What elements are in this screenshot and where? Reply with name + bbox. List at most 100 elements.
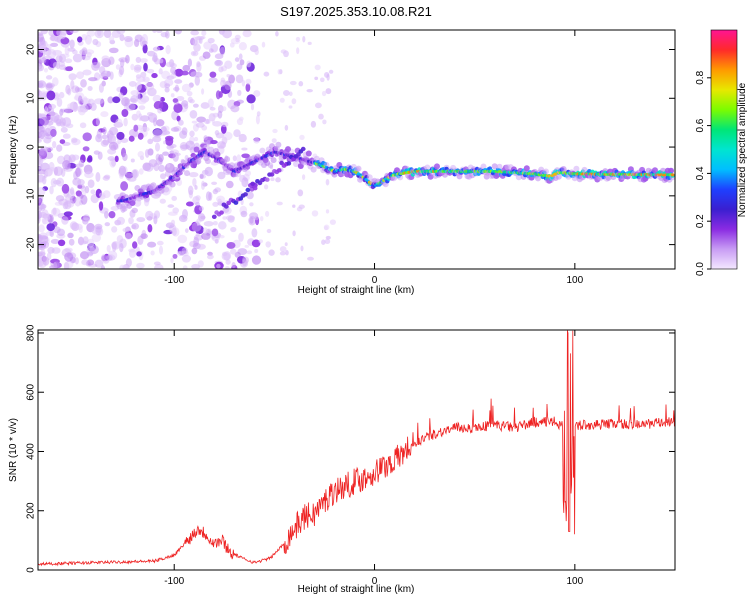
spectrogram-cell bbox=[147, 241, 157, 248]
spectrogram-cell bbox=[217, 171, 226, 180]
spectrogram-cell bbox=[573, 165, 580, 172]
spectrogram-cell bbox=[71, 103, 79, 112]
spectrogram-cell bbox=[123, 117, 128, 127]
spectrogram-cell bbox=[314, 64, 321, 71]
spectrogram-cell bbox=[284, 124, 289, 131]
snr-xlabel: Height of straight line (km) bbox=[298, 584, 415, 595]
spectrogram-cell bbox=[174, 30, 183, 35]
spectrogram-cell bbox=[291, 98, 297, 105]
spectrogram-cell bbox=[214, 130, 220, 136]
spectrogram-cell bbox=[189, 110, 198, 119]
spectrogram-cell bbox=[279, 149, 284, 154]
spectrogram-cell bbox=[148, 159, 158, 168]
spectrogram-cell bbox=[136, 251, 142, 257]
spectrogram-cell bbox=[38, 80, 44, 88]
spectrogram-cell bbox=[201, 88, 205, 95]
spectrogram-cell bbox=[270, 157, 277, 164]
spectrogram-cell bbox=[39, 90, 48, 97]
spectrogram-cell bbox=[121, 108, 129, 118]
spectrogram-cell bbox=[323, 162, 330, 168]
spectrogram-cell bbox=[82, 236, 89, 244]
spectrogram-cell bbox=[87, 155, 93, 162]
spectrogram-cell bbox=[191, 120, 198, 124]
spectrogram-cell bbox=[280, 49, 287, 54]
spectrogram-cell bbox=[254, 215, 259, 221]
spectrogram-cell bbox=[264, 210, 270, 217]
spectrogram-cell bbox=[184, 170, 190, 177]
spectrogram-cell bbox=[212, 112, 219, 118]
spectrogram-cell bbox=[158, 164, 166, 173]
spectrogram-cell bbox=[276, 201, 283, 206]
spectrogram-cell bbox=[212, 220, 218, 226]
spectrogram-cell bbox=[203, 135, 208, 141]
spectrogram-cell bbox=[152, 30, 157, 33]
spectrogram-cell bbox=[182, 64, 191, 72]
spectrogram-cell bbox=[65, 66, 74, 72]
spectrogram-cell bbox=[140, 233, 148, 239]
spectrogram-cell bbox=[318, 113, 324, 120]
spectrogram-cell bbox=[68, 73, 77, 81]
spectrogram-cell bbox=[234, 34, 241, 40]
spectrogram-cell bbox=[56, 228, 66, 237]
spectrogram-cell bbox=[79, 122, 87, 129]
figure-title: S197.2025.353.10.08.R21 bbox=[280, 4, 432, 19]
spectrogram-cell bbox=[205, 191, 212, 202]
spectrogram-cell bbox=[234, 251, 241, 258]
spectrogram-cell bbox=[158, 58, 164, 64]
spectrogram-cell bbox=[67, 88, 72, 96]
spectrogram-cell bbox=[241, 147, 248, 151]
spectrogram-cell bbox=[192, 39, 198, 46]
spectrogram-cell bbox=[98, 192, 106, 198]
spectrogram-cell bbox=[172, 98, 179, 103]
spectrogram-cell bbox=[355, 165, 362, 172]
spectrogram-cell bbox=[50, 177, 57, 188]
spectrogram-cell bbox=[46, 90, 56, 101]
spectrogram-cell bbox=[111, 159, 116, 167]
spectrogram-cell bbox=[150, 250, 155, 256]
spectrogram-cell bbox=[39, 116, 49, 126]
spectrogram-cell bbox=[50, 128, 57, 137]
y-tick-label: 10 bbox=[26, 92, 37, 104]
spectrogram-cell bbox=[103, 174, 111, 180]
spectrogram-cell bbox=[77, 95, 83, 105]
spectrogram-cell bbox=[300, 146, 306, 152]
spectrogram-cell bbox=[124, 232, 132, 240]
spectrogram-cell bbox=[285, 250, 289, 256]
spectrogram-cell bbox=[277, 69, 281, 75]
spectrogram-cell bbox=[241, 179, 246, 187]
spectrogram-cell bbox=[236, 154, 242, 164]
spectrogram-cell bbox=[40, 204, 46, 211]
spectrogram-cell bbox=[217, 110, 223, 119]
colorbar-gradient bbox=[711, 30, 737, 269]
spectrogram-cell bbox=[62, 160, 71, 170]
spectrogram-cell bbox=[288, 105, 293, 109]
spectrogram-cell bbox=[305, 150, 312, 157]
spectrogram-cell bbox=[297, 189, 304, 197]
spectrogram-cell bbox=[255, 114, 260, 125]
spectrogram-cell bbox=[218, 235, 225, 239]
spectrogram-cell bbox=[196, 116, 207, 123]
spectrogram-cell bbox=[325, 209, 330, 214]
spectrogram-cell bbox=[246, 250, 253, 255]
spectrogram-cell bbox=[77, 87, 83, 92]
spectrogram-cell bbox=[70, 79, 75, 90]
spectrogram-cell bbox=[310, 120, 317, 128]
spectrogram-cell bbox=[132, 129, 139, 138]
spectrogram-cell bbox=[323, 224, 330, 231]
y-tick-label: 600 bbox=[26, 383, 37, 400]
spectrogram-cell bbox=[153, 210, 161, 219]
spectrogram-cell bbox=[166, 144, 174, 150]
spectrogram-cell bbox=[190, 162, 197, 169]
spectrogram-cell bbox=[52, 140, 57, 149]
spectrogram-cell bbox=[102, 126, 107, 135]
spectrogram-cell bbox=[302, 35, 306, 43]
spectrogram-cell bbox=[80, 55, 91, 61]
spectrogram-cell bbox=[77, 36, 83, 43]
spectrogram-cell bbox=[133, 66, 142, 73]
spectrogram-cell bbox=[128, 135, 135, 142]
spectrogram-cell bbox=[325, 88, 332, 95]
y-tick-label: 20 bbox=[26, 44, 37, 56]
spectrogram-cell bbox=[258, 239, 263, 244]
spectrogram-cell bbox=[60, 108, 68, 113]
spectrogram-cell bbox=[147, 138, 154, 145]
